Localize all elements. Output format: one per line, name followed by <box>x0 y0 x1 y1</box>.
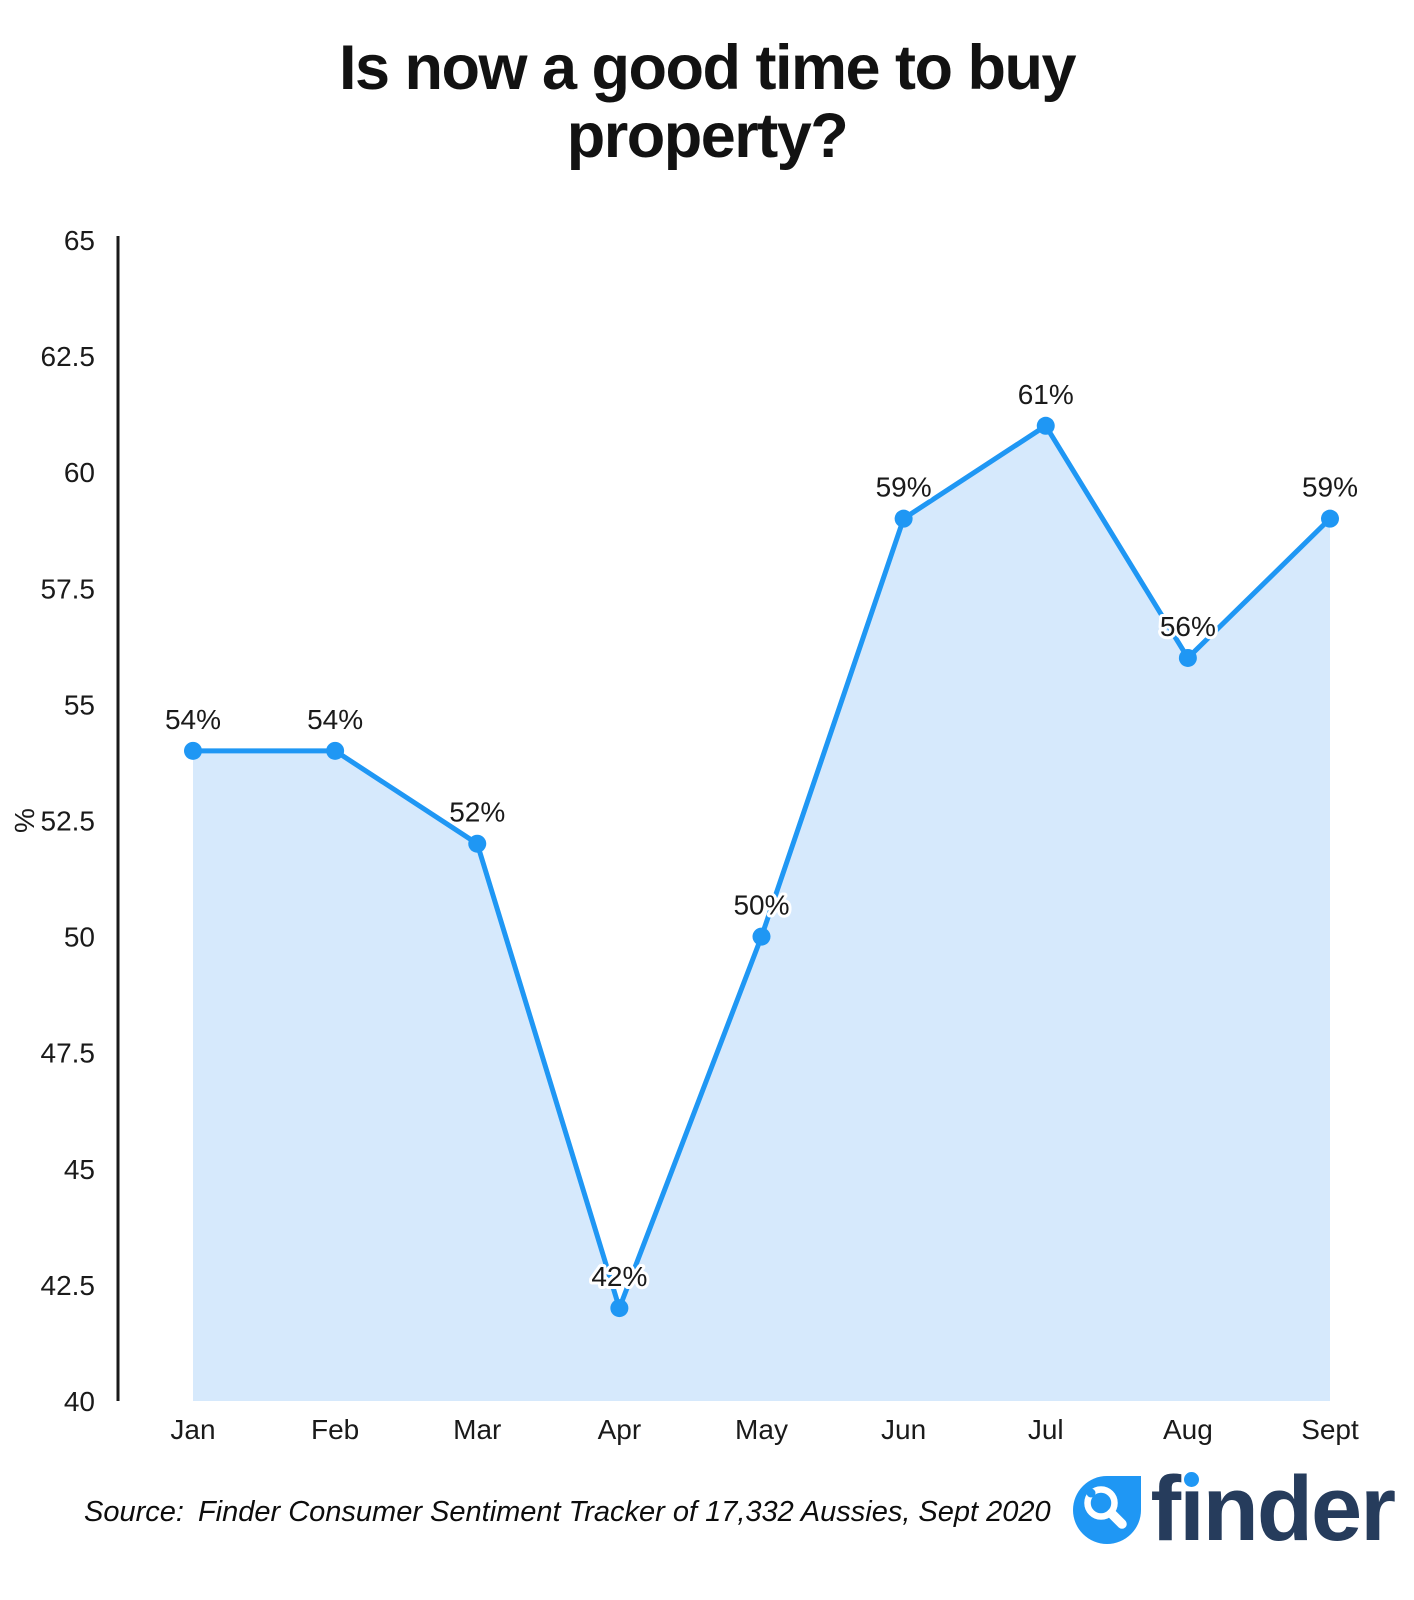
data-point-label: 54% <box>165 704 221 735</box>
data-point-label: 50% <box>733 890 789 921</box>
source-label: Source: <box>84 1496 184 1528</box>
source-note: Source: Finder Consumer Sentiment Tracker… <box>84 1496 1051 1529</box>
data-point <box>1178 648 1197 667</box>
y-tick-label: 60 <box>64 457 95 488</box>
x-tick-label: Aug <box>1163 1414 1213 1445</box>
x-tick-label: Jun <box>881 1414 926 1445</box>
data-point-label: 56% <box>1160 611 1216 642</box>
x-tick-label: May <box>735 1414 788 1445</box>
finder-logo: fınder <box>1073 1463 1396 1555</box>
y-axis-title: % <box>9 808 40 833</box>
area-fill <box>193 425 1330 1401</box>
y-tick-label: 55 <box>64 689 95 720</box>
data-point <box>468 834 487 853</box>
data-point <box>184 741 202 760</box>
finder-wordmark: fınder <box>1150 1463 1396 1555</box>
source-text: Finder Consumer Sentiment Tracker of 17,… <box>197 1496 1051 1528</box>
y-tick-label: 50 <box>64 922 95 953</box>
i-dot-icon <box>1184 1472 1200 1487</box>
data-point <box>752 927 771 946</box>
data-point <box>610 1299 629 1318</box>
y-tick-label: 47.5 <box>41 1038 96 1069</box>
x-tick-label: Sept <box>1301 1414 1359 1445</box>
x-tick-label: Mar <box>453 1414 501 1445</box>
data-point <box>1036 416 1055 435</box>
x-tick-label: Jul <box>1028 1414 1064 1445</box>
magnifier-droplet-icon <box>1073 1476 1142 1544</box>
data-point <box>326 741 345 760</box>
data-point <box>894 509 913 528</box>
data-point-label: 59% <box>876 472 932 503</box>
y-tick-label: 45 <box>64 1154 95 1185</box>
data-point-label: 52% <box>449 797 505 828</box>
x-tick-label: Jan <box>170 1414 215 1445</box>
y-tick-label: 57.5 <box>41 573 96 604</box>
data-point-label: 54% <box>307 704 363 735</box>
y-tick-label: 65 <box>64 225 95 256</box>
data-point-label: 61% <box>1018 379 1074 410</box>
data-point-label: 59% <box>1302 472 1358 503</box>
y-tick-label: 62.5 <box>41 341 96 372</box>
x-tick-label: Apr <box>598 1414 642 1445</box>
y-tick-label: 52.5 <box>41 806 96 837</box>
magnifying-glass-icon <box>1084 1486 1128 1529</box>
x-tick-label: Feb <box>311 1414 359 1445</box>
y-tick-label: 42.5 <box>41 1270 96 1301</box>
data-point <box>1321 509 1339 528</box>
data-point-label: 42% <box>591 1261 647 1292</box>
page-title: Is now a good time to buy property? <box>338 33 1077 172</box>
y-tick-label: 40 <box>64 1386 95 1417</box>
